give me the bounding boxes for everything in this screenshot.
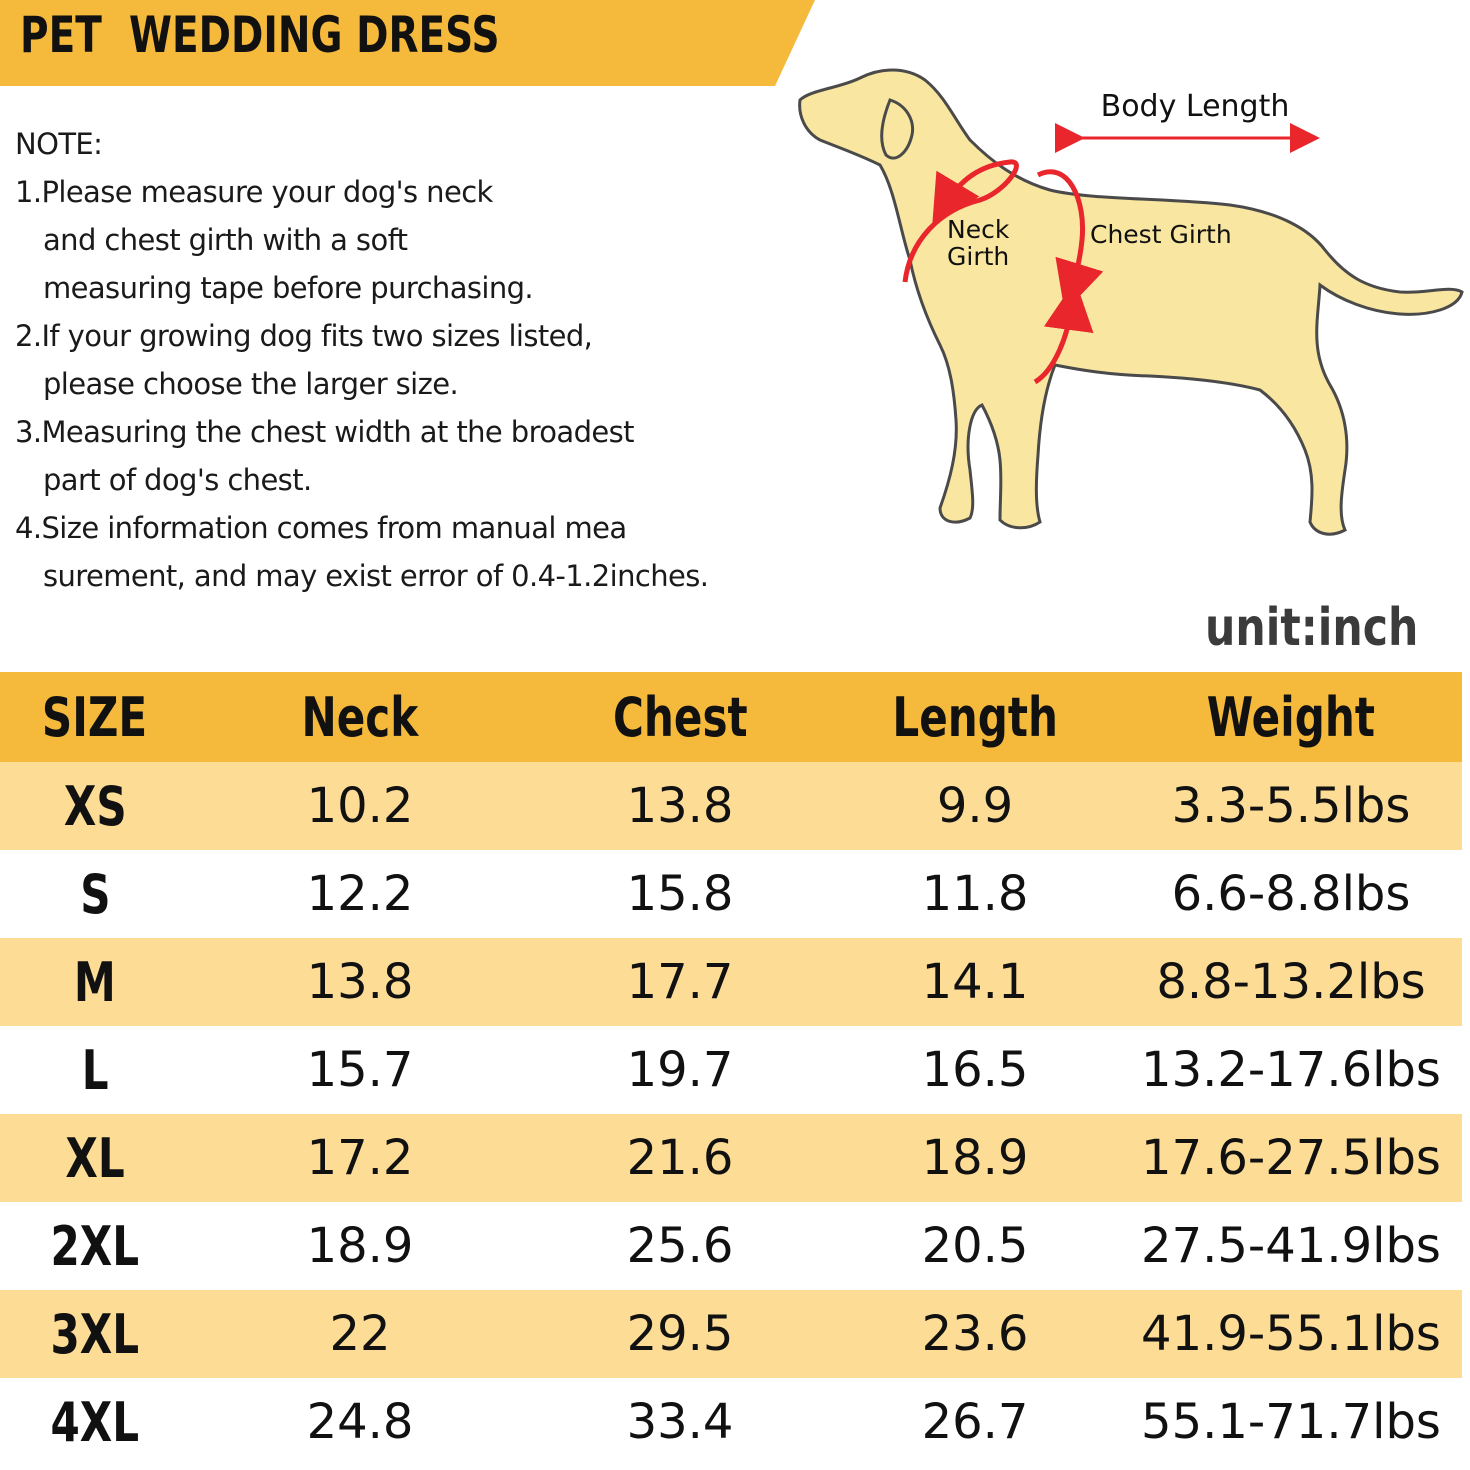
- size-cell: XS: [63, 774, 127, 838]
- girth-label: Girth: [947, 242, 1009, 271]
- neck-cell: 24.8: [306, 1394, 414, 1450]
- neck-girth-arrow: [902, 159, 1019, 283]
- table-row: M 13.8 17.7 14.1 8.8-13.2lbs: [0, 938, 1462, 1026]
- length-cell: 9.9: [936, 778, 1014, 834]
- weight-cell: 41.9-55.1lbs: [1141, 1306, 1441, 1362]
- size-chart-table: SIZE Neck Chest Length Weight XS 10.2 13…: [0, 672, 1462, 1466]
- neck-cell: 13.8: [306, 954, 414, 1010]
- chest-cell: 13.8: [626, 778, 734, 834]
- neck-cell: 22: [329, 1306, 391, 1362]
- table-row: XS 10.2 13.8 9.9 3.3-5.5lbs: [0, 762, 1462, 850]
- header-neck: Neck: [301, 685, 419, 749]
- title-banner: PET WEDDING DRESS: [0, 0, 815, 86]
- size-cell: 3XL: [50, 1302, 140, 1366]
- chest-cell: 21.6: [626, 1130, 734, 1186]
- neck-label: Neck: [947, 215, 1010, 244]
- note-line: and chest girth with a soft: [43, 223, 408, 257]
- size-cell: 2XL: [50, 1214, 140, 1278]
- notes: NOTE: 1.Please measure your dog's neck a…: [15, 120, 775, 600]
- weight-cell: 8.8-13.2lbs: [1156, 954, 1426, 1010]
- size-cell: L: [81, 1038, 109, 1102]
- table-row: 2XL 18.9 25.6 20.5 27.5-41.9lbs: [0, 1202, 1462, 1290]
- chest-girth-arrow-top: [1036, 169, 1104, 312]
- chest-cell: 15.8: [626, 866, 734, 922]
- unit-label: unit:inch: [1205, 598, 1419, 658]
- neck-cell: 18.9: [306, 1218, 414, 1274]
- weight-cell: 3.3-5.5lbs: [1171, 778, 1411, 834]
- length-cell: 14.1: [921, 954, 1029, 1010]
- dog-measurement-diagram: Body Length Neck Girth Chest Girth: [798, 68, 1464, 536]
- size-cell: 4XL: [50, 1390, 140, 1454]
- length-cell: 18.9: [921, 1130, 1029, 1186]
- weight-cell: 13.2-17.6lbs: [1141, 1042, 1441, 1098]
- weight-cell: 17.6-27.5lbs: [1141, 1130, 1441, 1186]
- weight-cell: 27.5-41.9lbs: [1141, 1218, 1441, 1274]
- chest-cell: 17.7: [626, 954, 734, 1010]
- note-line: 2.If your growing dog fits two sizes lis…: [15, 319, 593, 353]
- note-line: part of dog's chest.: [43, 463, 312, 497]
- header-length: Length: [892, 685, 1058, 749]
- table-header-row: SIZE Neck Chest Length Weight: [0, 672, 1462, 762]
- neck-cell: 12.2: [306, 866, 414, 922]
- note-line: 4.Size information comes from manual mea: [15, 511, 627, 545]
- chest-cell: 29.5: [626, 1306, 734, 1362]
- header-size: SIZE: [42, 685, 148, 749]
- chest-girth-label: Chest Girth: [1090, 220, 1232, 249]
- table-row: 4XL 24.8 33.4 26.7 55.1-71.7lbs: [0, 1378, 1462, 1466]
- notes-heading: NOTE:: [15, 127, 103, 161]
- neck-cell: 15.7: [306, 1042, 414, 1098]
- chest-cell: 25.6: [626, 1218, 734, 1274]
- weight-cell: 6.6-8.8lbs: [1171, 866, 1411, 922]
- note-line: 1.Please measure your dog's neck: [15, 175, 493, 209]
- size-cell: M: [74, 950, 116, 1014]
- chest-cell: 33.4: [626, 1394, 734, 1450]
- note-line: surement, and may exist error of 0.4-1.2…: [43, 559, 709, 593]
- table-row: XL 17.2 21.6 18.9 17.6-27.5lbs: [0, 1114, 1462, 1202]
- chest-cell: 19.7: [626, 1042, 734, 1098]
- note-line: please choose the larger size.: [43, 367, 459, 401]
- table-row: 3XL 22 29.5 23.6 41.9-55.1lbs: [0, 1290, 1462, 1378]
- table-row: S 12.2 15.8 11.8 6.6-8.8lbs: [0, 850, 1462, 938]
- neck-cell: 17.2: [306, 1130, 414, 1186]
- body-length-label: Body Length: [1101, 89, 1290, 124]
- length-cell: 23.6: [921, 1306, 1029, 1362]
- length-cell: 20.5: [921, 1218, 1029, 1274]
- dog-silhouette-icon: [798, 68, 1464, 536]
- length-cell: 16.5: [921, 1042, 1029, 1098]
- page-title: PET WEDDING DRESS: [20, 6, 500, 64]
- header-chest: Chest: [612, 685, 748, 749]
- length-cell: 11.8: [921, 866, 1029, 922]
- size-cell: S: [79, 862, 111, 926]
- header-weight: Weight: [1206, 685, 1376, 749]
- note-line: 3.Measuring the chest width at the broad…: [15, 415, 635, 449]
- length-cell: 26.7: [921, 1394, 1029, 1450]
- weight-cell: 55.1-71.7lbs: [1141, 1394, 1441, 1450]
- size-cell: XL: [65, 1126, 125, 1190]
- chest-girth-arrow-bottom: [1033, 280, 1094, 385]
- note-line: measuring tape before purchasing.: [43, 271, 534, 305]
- banner-shape: [0, 0, 815, 86]
- neck-cell: 10.2: [306, 778, 414, 834]
- table-row: L 15.7 19.7 16.5 13.2-17.6lbs: [0, 1026, 1462, 1114]
